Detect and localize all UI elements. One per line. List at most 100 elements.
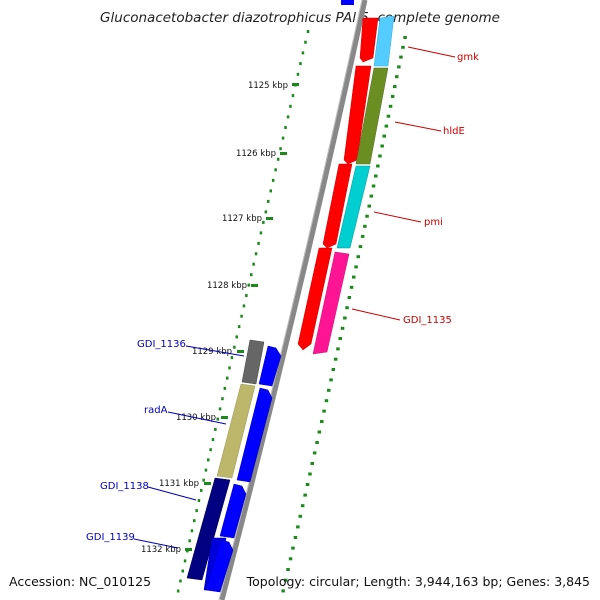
gc-mark xyxy=(310,462,314,465)
gc-mark xyxy=(247,283,250,287)
gc-mark xyxy=(262,220,265,224)
gc-mark xyxy=(303,493,307,497)
tick-1130: 1130 kbp xyxy=(176,413,228,423)
gc-mark xyxy=(324,399,329,403)
gc-mark xyxy=(271,178,275,182)
cds-reverse-4[interactable] xyxy=(297,247,333,351)
map-title: Gluconacetobacter diazotrophicus PAl 5, … xyxy=(100,10,500,26)
gc-content-marks xyxy=(176,30,407,593)
gc-mark xyxy=(315,441,319,444)
gc-mark xyxy=(289,104,292,108)
cds-reverse-3[interactable] xyxy=(322,163,353,249)
label-gmk[interactable]: gmk xyxy=(457,52,479,63)
cds-forward-partial-top[interactable] xyxy=(341,0,354,5)
gc-mark xyxy=(209,448,212,452)
gc-mark xyxy=(228,366,231,370)
genome-backbone xyxy=(219,0,368,600)
gc-mark xyxy=(218,407,222,411)
gc-mark xyxy=(390,94,395,98)
cds-forward-1[interactable] xyxy=(258,345,282,387)
gc-mark xyxy=(317,430,322,434)
gc-mark xyxy=(299,62,302,66)
gene-gmk[interactable] xyxy=(373,15,395,67)
gc-mark xyxy=(360,234,365,238)
gc-mark xyxy=(378,154,382,158)
tick-1129: 1129 kbp xyxy=(192,347,244,357)
tick-label: 1127 kbp xyxy=(222,214,262,224)
gc-mark xyxy=(352,275,356,279)
forward-cds-track xyxy=(205,345,282,593)
tick-label: 1128 kbp xyxy=(207,281,247,291)
gc-mark xyxy=(293,536,298,539)
gc-mark xyxy=(274,168,277,172)
tick-1132: 1132 kbp xyxy=(141,545,192,555)
cds-forward-4[interactable] xyxy=(205,539,234,593)
tick-1127: 1127 kbp xyxy=(222,214,273,224)
gc-mark xyxy=(281,589,285,593)
gc-mark xyxy=(369,194,374,198)
gene-GDI_1136[interactable] xyxy=(241,339,265,385)
cds-forward-3[interactable] xyxy=(219,483,247,539)
tick-label: 1132 kbp xyxy=(141,545,181,555)
gc-mark xyxy=(340,326,345,330)
gc-mark xyxy=(259,231,263,235)
gc-mark xyxy=(367,204,371,208)
gc-mark xyxy=(207,458,210,462)
gc-mark xyxy=(388,104,393,108)
cds-forward-2[interactable] xyxy=(236,387,273,483)
gc-mark xyxy=(286,568,290,571)
gc-mark xyxy=(320,420,324,423)
label-hldE[interactable]: hldE xyxy=(443,126,465,137)
gc-mark xyxy=(190,529,194,533)
gc-mark xyxy=(395,75,399,79)
label-GDI_1138[interactable]: GDI_1138 xyxy=(100,481,149,492)
gc-mark xyxy=(365,214,369,218)
gc-mark xyxy=(240,314,243,318)
gc-mark xyxy=(284,126,287,129)
gc-mark xyxy=(211,438,215,442)
gc-mark xyxy=(202,478,205,482)
gene-hldE[interactable] xyxy=(355,67,389,165)
gc-mark xyxy=(397,65,401,69)
tick-label: 1125 kbp xyxy=(248,81,288,91)
gc-mark xyxy=(301,51,305,55)
label-leaders xyxy=(133,46,456,549)
gene-GDI_1135[interactable] xyxy=(312,251,350,355)
gc-mark xyxy=(197,499,201,502)
gc-mark xyxy=(322,409,326,413)
tick-1126: 1126 kbp xyxy=(236,149,287,159)
gc-mark xyxy=(403,36,407,39)
gene-radA[interactable] xyxy=(216,383,256,479)
gc-mark xyxy=(223,386,227,390)
gc-mark xyxy=(354,265,358,269)
gc-mark xyxy=(188,539,191,543)
gc-mark xyxy=(296,525,300,529)
label-GDI_1139[interactable]: GDI_1139 xyxy=(86,532,135,543)
label-radA[interactable]: radA xyxy=(144,405,168,416)
cds-reverse-1[interactable] xyxy=(359,17,379,63)
gc-mark xyxy=(349,285,354,289)
gc-mark xyxy=(305,483,310,486)
label-GDI_1135[interactable]: GDI_1135 xyxy=(403,315,452,326)
genome-summary-text: Topology: circular; Length: 3,944,163 bp… xyxy=(246,574,590,589)
gc-mark xyxy=(384,124,389,128)
gc-mark xyxy=(193,519,196,523)
gene-labels: gmk hldE pmi GDI_1135 GDI_1136 radA GDI_… xyxy=(86,52,479,543)
gc-mark xyxy=(336,347,340,351)
gc-mark xyxy=(216,417,219,421)
label-GDI_1136[interactable]: GDI_1136 xyxy=(137,339,186,350)
gc-mark xyxy=(312,451,317,455)
gc-mark xyxy=(233,345,236,349)
cds-reverse-2[interactable] xyxy=(343,65,372,165)
gc-mark xyxy=(308,472,312,476)
gene-pmi[interactable] xyxy=(336,165,371,249)
gene-GDI_1138[interactable] xyxy=(186,477,231,581)
tick-label: 1126 kbp xyxy=(236,149,276,159)
gc-mark xyxy=(226,376,229,380)
accession-text: Accession: NC_010125 xyxy=(9,574,151,589)
gc-mark xyxy=(279,147,282,151)
gc-mark xyxy=(195,509,198,513)
gc-mark xyxy=(179,579,182,583)
gc-mark xyxy=(245,294,248,297)
label-pmi[interactable]: pmi xyxy=(424,217,443,228)
